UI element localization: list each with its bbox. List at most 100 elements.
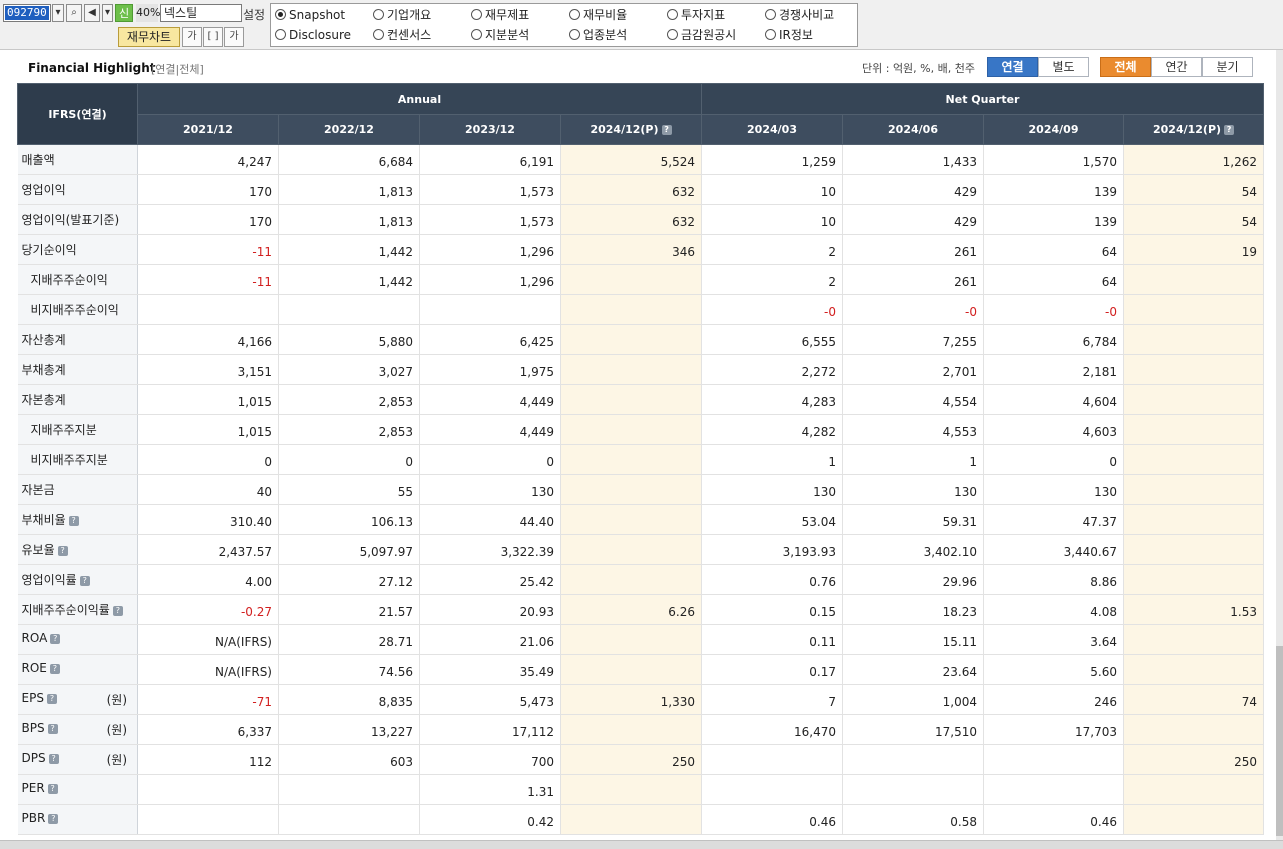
help-icon[interactable]: ? <box>57 546 68 556</box>
row-label: 자산총계 <box>17 324 138 355</box>
table-cell: 40 <box>137 474 279 505</box>
help-icon[interactable]: ? <box>50 634 61 644</box>
help-icon[interactable]: ? <box>46 694 57 704</box>
stock-code-input[interactable]: 092790 <box>3 4 51 22</box>
table-cell: 2,853 <box>278 414 420 445</box>
table-cell <box>1123 294 1265 325</box>
financial-table: IFRS(연결) Annual Net Quarter 2021/12 2022/… <box>17 83 1265 835</box>
vertical-scrollbar[interactable] <box>1276 50 1283 840</box>
table-cell: 429 <box>842 174 985 205</box>
help-icon[interactable]: ? <box>661 125 672 135</box>
table-cell: 47.37 <box>983 504 1125 535</box>
speaker-dropdown-icon[interactable]: ▾ <box>102 4 113 22</box>
help-icon[interactable]: ? <box>49 664 60 674</box>
menu-ir-info[interactable]: IR정보 <box>765 27 813 43</box>
table-cell: 2,701 <box>842 354 985 385</box>
table-cell: 1,442 <box>278 264 420 295</box>
speaker-icon[interactable]: ◀ <box>84 4 100 22</box>
settings-link[interactable]: 설정 <box>243 8 266 22</box>
table-cell: 2,853 <box>278 384 420 415</box>
table-cell: 130 <box>419 474 561 505</box>
scrollbar-thumb[interactable] <box>1276 646 1283 836</box>
menu-ownership[interactable]: 지분분석 <box>471 27 529 43</box>
table-cell <box>1123 624 1265 655</box>
table-cell <box>278 774 420 805</box>
menu-financial-ratios[interactable]: 재무비율 <box>569 7 627 23</box>
table-cell: 4,449 <box>419 384 561 415</box>
table-row: 자본금 40 55 130 130 130 130 <box>17 474 1265 505</box>
table-cell <box>1123 324 1265 355</box>
code-dropdown-icon[interactable]: ▾ <box>52 4 64 22</box>
table-cell: 74 <box>1123 684 1265 715</box>
menu-peer-comparison[interactable]: 경쟁사비교 <box>765 7 834 23</box>
help-icon[interactable]: ? <box>48 814 59 824</box>
menu-industry-analysis[interactable]: 업종분석 <box>569 27 627 43</box>
help-icon[interactable]: ? <box>47 724 58 734</box>
financial-chart-button[interactable]: 재무차트 <box>118 27 180 47</box>
table-cell: 1,015 <box>137 414 279 445</box>
row-label: EPS? (원) <box>17 684 138 715</box>
table-cell <box>1123 564 1265 595</box>
help-icon[interactable]: ? <box>68 516 79 526</box>
menu-snapshot[interactable]: Snapshot <box>275 7 345 23</box>
radio-icon <box>373 29 384 40</box>
table-cell: 632 <box>560 174 703 205</box>
table-row: 당기순이익 -11 1,442 1,296 346 2 261 64 19 <box>17 234 1265 265</box>
table-row: PER? 1.31 <box>17 774 1265 805</box>
expand-button[interactable]: [ ] <box>203 27 223 47</box>
table-cell <box>137 774 279 805</box>
help-icon[interactable]: ? <box>47 784 58 794</box>
table-cell: 603 <box>278 744 420 775</box>
table-cell: 6,684 <box>278 144 420 175</box>
column-header: 2024/12(P)? <box>1123 114 1265 145</box>
help-icon[interactable]: ? <box>112 606 123 616</box>
stock-name-field[interactable]: 넥스틸 <box>160 4 242 22</box>
menu-investment-indicators[interactable]: 투자지표 <box>667 7 725 23</box>
tab-all[interactable]: 전체 <box>1100 57 1151 77</box>
help-icon[interactable]: ? <box>48 754 59 764</box>
new-button[interactable]: 신 <box>115 4 133 22</box>
column-header: 2024/03 <box>701 114 844 145</box>
table-cell: 64 <box>983 264 1125 295</box>
table-cell: 2,272 <box>701 354 844 385</box>
table-row: ROA? N/A(IFRS) 28.71 21.06 0.11 15.11 3.64 <box>17 624 1265 655</box>
radio-selected-icon <box>275 9 286 20</box>
menu-disclosure[interactable]: Disclosure <box>275 27 351 43</box>
table-cell: 4,553 <box>842 414 985 445</box>
help-icon[interactable]: ? <box>79 576 90 586</box>
table-cell: 170 <box>137 204 279 235</box>
table-cell: 632 <box>560 204 703 235</box>
table-cell: 13,227 <box>278 714 420 745</box>
row-label: PER? <box>17 774 138 805</box>
tab-annual[interactable]: 연간 <box>1151 57 1202 77</box>
table-cell: 0 <box>137 444 279 475</box>
table-cell: 346 <box>560 234 703 265</box>
table-cell <box>560 384 703 415</box>
table-cell: 2 <box>701 264 844 295</box>
row-label: DPS? (원) <box>17 744 138 775</box>
menu-company-overview[interactable]: 기업개요 <box>373 7 431 23</box>
tab-separate[interactable]: 별도 <box>1038 57 1089 77</box>
table-row: 영업이익 170 1,813 1,573 632 10 429 139 54 <box>17 174 1265 205</box>
table-cell <box>560 624 703 655</box>
table-cell <box>560 414 703 445</box>
help-icon[interactable]: ? <box>1224 125 1235 135</box>
font-size-up-button[interactable]: 가 <box>182 27 202 47</box>
row-label: 매출액 <box>17 144 138 175</box>
table-corner-header: IFRS(연결) <box>17 83 138 145</box>
table-cell <box>1123 414 1265 445</box>
table-cell: 1,573 <box>419 204 561 235</box>
table-row: BPS? (원) 6,337 13,227 17,112 16,470 17,510 17,7… <box>17 714 1265 745</box>
table-cell <box>560 774 703 805</box>
tab-quarterly[interactable]: 분기 <box>1202 57 1253 77</box>
tab-consolidated[interactable]: 연결 <box>987 57 1038 77</box>
search-icon[interactable]: ⌕ <box>66 4 82 22</box>
menu-consensus[interactable]: 컨센서스 <box>373 27 431 43</box>
table-cell: 3,193.93 <box>701 534 844 565</box>
table-cell: 139 <box>983 204 1125 235</box>
font-size-down-button[interactable]: 가 <box>224 27 244 47</box>
menu-fss-disclosure[interactable]: 금감원공시 <box>667 27 736 43</box>
radio-icon <box>765 9 776 20</box>
table-cell: 429 <box>842 204 985 235</box>
menu-financial-statements[interactable]: 재무제표 <box>471 7 529 23</box>
